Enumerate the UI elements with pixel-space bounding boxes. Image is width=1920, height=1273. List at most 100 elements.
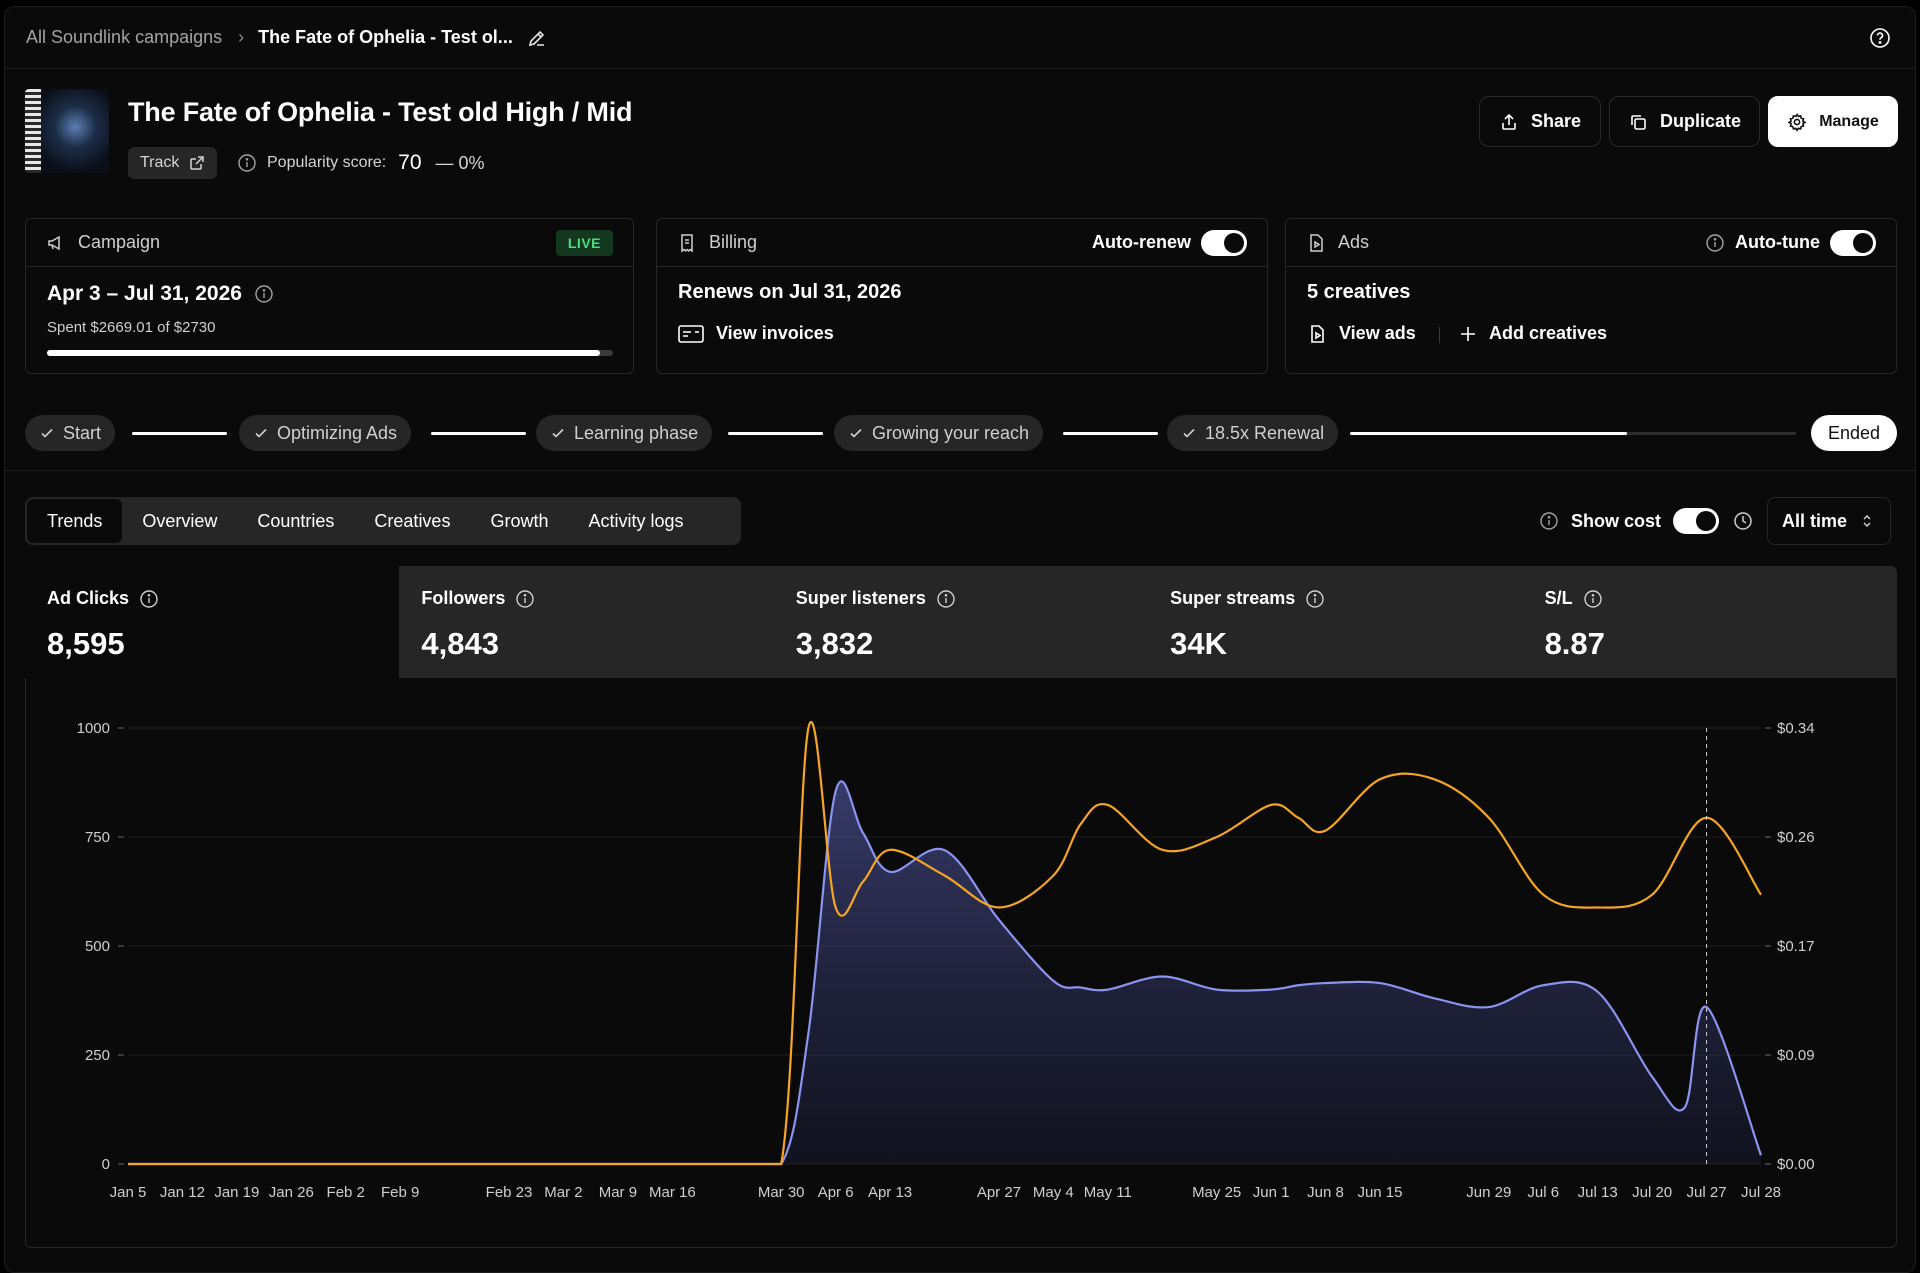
step-label: Growing your reach: [872, 422, 1030, 443]
info-icon[interactable]: [237, 153, 257, 173]
metric-super-listeners[interactable]: Super listeners 3,832: [774, 566, 1148, 678]
time-range-select[interactable]: All time: [1767, 497, 1891, 545]
check-icon: [255, 428, 267, 438]
metric-label: Followers: [421, 588, 506, 608]
step-connector: [1063, 432, 1158, 435]
campaign-progress-steps: Start Optimizing Ads Learning phase Grow…: [5, 389, 1915, 471]
add-creatives-link[interactable]: Add creatives: [1459, 323, 1607, 344]
x-tick-label: Jul 20: [1632, 1184, 1672, 1201]
view-invoices-link[interactable]: View invoices: [678, 323, 834, 344]
metric-label: Super listeners: [795, 588, 926, 608]
x-tick-label: Mar 2: [544, 1184, 582, 1201]
track-link[interactable]: Track: [128, 147, 218, 179]
campaign-card: Campaign LIVE Apr 3 – Jul 31, 2026 Spent…: [25, 218, 634, 374]
tab-overview[interactable]: Overview: [142, 510, 218, 531]
tab-activity-logs[interactable]: Activity logs: [588, 510, 684, 531]
tab-bar: Trends Overview Countries Creatives Grow…: [25, 497, 741, 545]
check-icon: [1183, 428, 1195, 438]
manage-label: Manage: [1819, 112, 1879, 130]
tab-countries[interactable]: Countries: [257, 510, 335, 531]
billing-card-title: Billing: [709, 232, 758, 252]
x-tick-label: Jul 6: [1527, 1184, 1559, 1201]
manage-button[interactable]: Manage: [1768, 96, 1898, 147]
plus-icon: [1461, 326, 1475, 341]
duplicate-button[interactable]: Duplicate: [1609, 96, 1760, 147]
info-icon[interactable]: [1539, 511, 1559, 531]
popularity-change: — 0%: [435, 152, 485, 173]
check-icon: [552, 428, 564, 438]
step-label: Optimizing Ads: [277, 422, 398, 443]
external-link-icon: [190, 156, 205, 170]
x-tick-label: Jan 19: [214, 1184, 259, 1201]
popularity-score: 70: [398, 151, 422, 174]
x-tick-label: Jul 13: [1578, 1184, 1618, 1201]
auto-tune-toggle[interactable]: [1830, 229, 1876, 256]
series-area-0: [128, 781, 1761, 1164]
creatives-count: 5 creatives: [1307, 281, 1411, 303]
metric-label: Super streams: [1170, 588, 1296, 608]
view-invoices-label: View invoices: [716, 323, 834, 343]
budget-progress-fill: [47, 350, 601, 356]
y-left-tick-label: 250: [85, 1047, 110, 1064]
y-left-tick-label: 500: [85, 938, 110, 955]
auto-renew-label: Auto-renew: [1092, 232, 1191, 252]
x-tick-label: Jun 29: [1466, 1184, 1511, 1201]
info-icon[interactable]: [254, 284, 274, 304]
time-range-value: All time: [1782, 510, 1848, 531]
campaign-spent: Spent $2669.01 of $2730: [47, 319, 216, 336]
billing-card: Billing Auto-renew Renews on Jul 31, 202…: [656, 218, 1268, 374]
tab-trends[interactable]: Trends: [27, 499, 123, 543]
info-icon[interactable]: [1305, 589, 1325, 609]
metric-sl-ratio[interactable]: S/L 8.87: [1523, 566, 1897, 678]
metric-value: 4,843: [421, 626, 499, 661]
campaign-dates-text: Apr 3 – Jul 31, 2026: [47, 282, 242, 305]
step-connector-last: [1350, 432, 1796, 435]
check-icon: [41, 428, 53, 438]
tab-creatives[interactable]: Creatives: [374, 510, 451, 531]
clock-icon[interactable]: [1733, 511, 1753, 531]
info-icon[interactable]: [139, 589, 159, 609]
tab-growth[interactable]: Growth: [490, 510, 549, 531]
track-label: Track: [140, 154, 180, 171]
auto-renew-toggle[interactable]: [1201, 229, 1247, 256]
x-tick-label: Jan 12: [160, 1184, 205, 1201]
x-tick-label: Jun 8: [1307, 1184, 1344, 1201]
x-tick-label: Jan 5: [110, 1184, 147, 1201]
info-icon[interactable]: [1705, 233, 1725, 253]
view-ads-label: View ads: [1339, 323, 1416, 343]
metric-followers[interactable]: Followers 4,843: [399, 566, 773, 678]
step-connector-fill: [1350, 432, 1627, 435]
live-badge: LIVE: [555, 229, 613, 256]
budget-progress-bar: [47, 350, 613, 356]
metric-ad-clicks[interactable]: Ad Clicks 8,595: [25, 566, 400, 678]
renews-date: Renews on Jul 31, 2026: [678, 281, 902, 303]
share-button[interactable]: Share: [1479, 96, 1601, 147]
step-renewal: 18.5x Renewal: [1167, 415, 1339, 451]
info-icon[interactable]: [936, 589, 956, 609]
ads-card-title: Ads: [1338, 232, 1370, 252]
trend-chart: 0 250 500 750 1000 $0.00 $0.09 $0.17 $0.26 $0.34 J…: [25, 678, 1897, 1248]
ads-card: Ads Auto-tune 5 creatives View ads Add c…: [1285, 218, 1897, 374]
x-tick-label: Apr 27: [977, 1184, 1021, 1201]
step-ended: Ended: [1811, 415, 1897, 451]
x-tick-label: Jul 27: [1687, 1184, 1727, 1201]
top-bar: All Soundlink campaigns › The Fate of Op…: [5, 7, 1915, 69]
y-right-tick-label: $0.26: [1777, 829, 1815, 846]
pencil-icon[interactable]: [527, 28, 547, 48]
metric-super-streams[interactable]: Super streams 34K: [1148, 566, 1522, 678]
file-play-icon: [1311, 324, 1324, 343]
info-icon[interactable]: [1583, 589, 1603, 609]
y-right-tick-label: $0.00: [1777, 1156, 1815, 1173]
y-right-tick-label: $0.09: [1777, 1047, 1815, 1064]
duplicate-label: Duplicate: [1659, 111, 1742, 131]
step-learning-phase: Learning phase: [536, 415, 713, 451]
step-connector: [132, 432, 227, 435]
view-ads-link[interactable]: View ads: [1307, 323, 1416, 344]
help-icon[interactable]: [1869, 27, 1891, 49]
x-tick-label: May 11: [1084, 1184, 1132, 1201]
breadcrumb-root[interactable]: All Soundlink campaigns: [26, 27, 223, 47]
info-icon[interactable]: [515, 589, 535, 609]
metric-label: S/L: [1544, 588, 1573, 608]
metric-label: Ad Clicks: [47, 588, 130, 608]
show-cost-toggle[interactable]: [1673, 508, 1719, 534]
